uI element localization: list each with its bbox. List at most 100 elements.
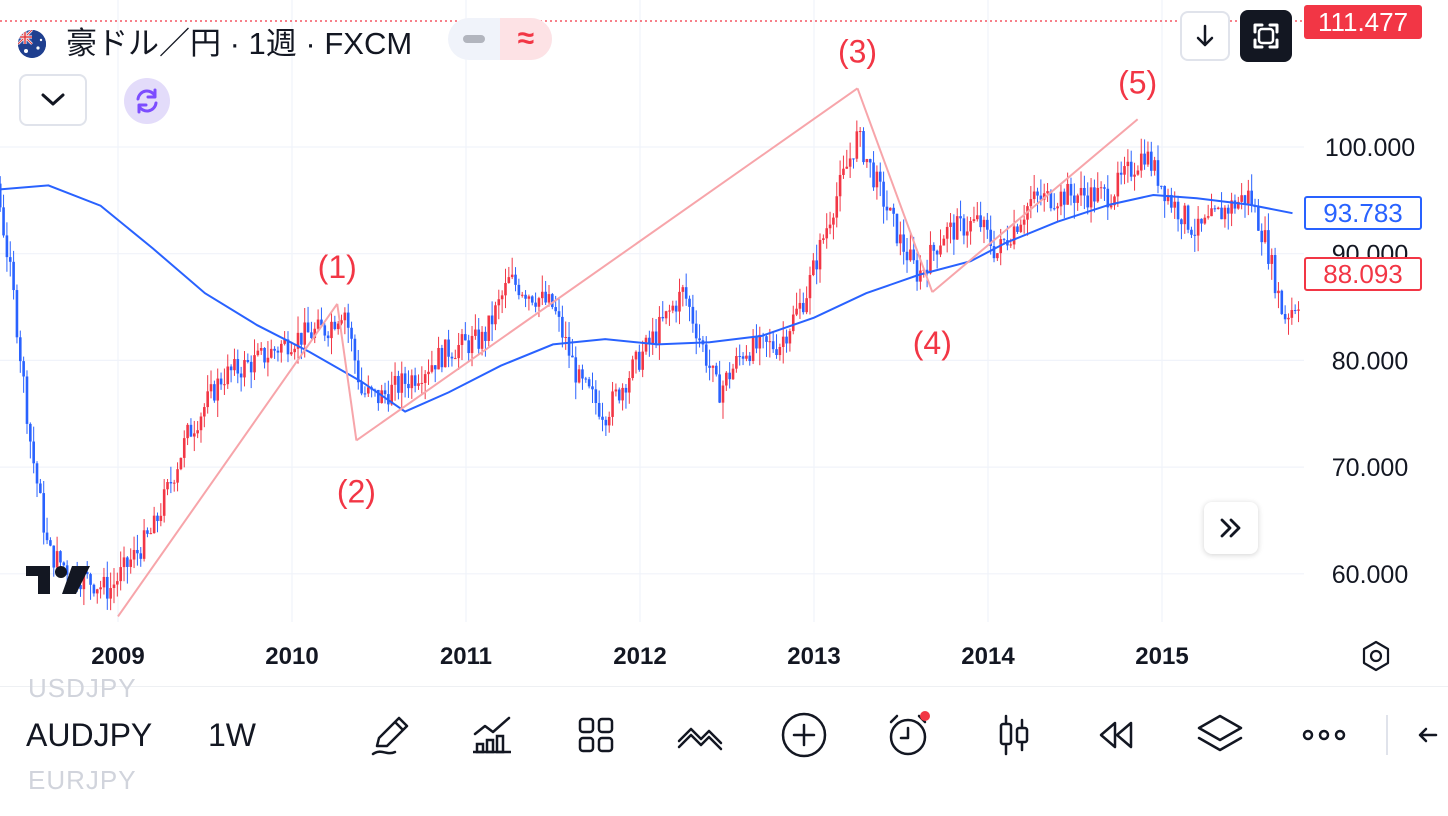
candle-body (594, 389, 598, 403)
candle-body (1012, 226, 1016, 245)
refresh-button[interactable] (124, 78, 170, 124)
candle-body (286, 339, 290, 355)
candle-body (1056, 206, 1059, 209)
candle-body (470, 335, 474, 354)
candle-body (450, 356, 454, 359)
candle-body (1210, 208, 1213, 217)
candle-body (614, 389, 618, 392)
candle-body (504, 282, 507, 296)
price-chart[interactable]: (1)(2)(3)(4)(5) 100.00090.00080.00070.00… (0, 0, 1448, 686)
fullscreen-button[interactable] (1240, 10, 1292, 62)
timeframe-selector[interactable]: 1W (208, 717, 256, 753)
refresh-icon (136, 88, 158, 114)
symbol-picker-prev[interactable]: USDJPY (28, 673, 137, 703)
minus-icon[interactable] (448, 18, 500, 60)
candle-body (1290, 310, 1294, 318)
candle-body (253, 355, 256, 373)
chart-style-toggle[interactable]: ≈ (448, 18, 552, 60)
candle-body (828, 224, 832, 229)
symbol-picker-next[interactable]: EURJPY (28, 765, 137, 795)
candle-body (316, 319, 320, 329)
candle-body (480, 331, 484, 349)
candle-body (714, 365, 718, 375)
candle-body (360, 382, 363, 394)
last-price-label: 111.477 (1304, 5, 1422, 39)
candle-body (731, 368, 735, 380)
symbol-title[interactable]: 豪ドル／円 · 1週 · FXCM (66, 26, 413, 61)
candle-body (186, 424, 189, 439)
indicators-icon (473, 716, 511, 754)
candle-style-icon (999, 714, 1029, 756)
indicators-button[interactable] (464, 707, 520, 763)
chart-grid (0, 0, 1304, 622)
candle-body (182, 438, 186, 458)
candle-body (955, 216, 959, 240)
replay-button[interactable] (1088, 707, 1144, 763)
candle-body (835, 196, 839, 218)
back-button[interactable] (1410, 707, 1446, 763)
more-button[interactable] (1296, 707, 1352, 763)
candle-body (611, 391, 614, 417)
candle-body (377, 389, 380, 404)
candle-body (259, 347, 263, 351)
time-axis[interactable]: 2009 2010 2011 2012 2013 2014 2015 (91, 643, 1188, 670)
scroll-to-realtime-button[interactable] (1204, 502, 1258, 554)
candle-body (648, 337, 651, 344)
collapse-legend-button[interactable] (19, 74, 87, 126)
candle-body (801, 302, 805, 313)
candle-body (266, 357, 270, 363)
candle-body (641, 351, 644, 370)
candle-body (902, 234, 905, 252)
compare-button[interactable] (672, 707, 728, 763)
candle-body (25, 376, 29, 424)
candle-body (564, 336, 568, 338)
chevron-down-icon (41, 93, 65, 106)
candle-body (119, 567, 122, 582)
approx-toggle[interactable]: ≈ (500, 18, 552, 60)
alert-button[interactable] (880, 707, 936, 763)
candle-body (1086, 195, 1090, 208)
candle-body (798, 302, 802, 309)
candle-body (223, 384, 226, 386)
draw-tool-button[interactable] (362, 707, 418, 763)
layout-button[interactable] (568, 707, 624, 763)
candle-body (878, 171, 882, 182)
candle-body (139, 553, 143, 559)
candle-body (517, 284, 521, 296)
candle-body (698, 338, 701, 341)
candle-body (152, 515, 156, 534)
candle-body (858, 131, 862, 133)
elliott-wave-drawing[interactable]: (1) (2) (3) (4) (5) (117, 33, 1157, 618)
candle-body (283, 339, 286, 344)
download-button[interactable] (1180, 11, 1230, 61)
tradingview-logo[interactable] (24, 560, 94, 598)
candle-body (969, 221, 972, 232)
candle-body (540, 291, 544, 299)
candle-body (888, 207, 892, 211)
symbol-selector[interactable]: AUDJPY (26, 717, 153, 753)
candle-body (306, 322, 310, 333)
layers-button[interactable] (1192, 707, 1248, 763)
add-button[interactable] (776, 707, 832, 763)
candle-body (1126, 161, 1130, 167)
time-axis-tick: 2010 (265, 643, 318, 670)
candle-body (1160, 185, 1163, 187)
candle-body (778, 347, 782, 356)
candle-body (1096, 187, 1100, 202)
candle-style-button[interactable] (986, 707, 1042, 763)
toolbar-divider (1386, 715, 1388, 755)
candle-body (159, 515, 163, 522)
candle-body (624, 387, 628, 393)
australia-flag-icon (18, 30, 46, 58)
candle-body (825, 228, 829, 239)
candle-body (1123, 166, 1126, 175)
candle-body (323, 325, 327, 336)
candle-body (1046, 191, 1049, 194)
candle-body (494, 305, 497, 325)
candle-body (497, 299, 501, 306)
chart-settings-button[interactable] (1356, 636, 1396, 676)
candle-body (942, 238, 946, 246)
candle-body (688, 298, 691, 307)
candle-body (935, 250, 939, 255)
